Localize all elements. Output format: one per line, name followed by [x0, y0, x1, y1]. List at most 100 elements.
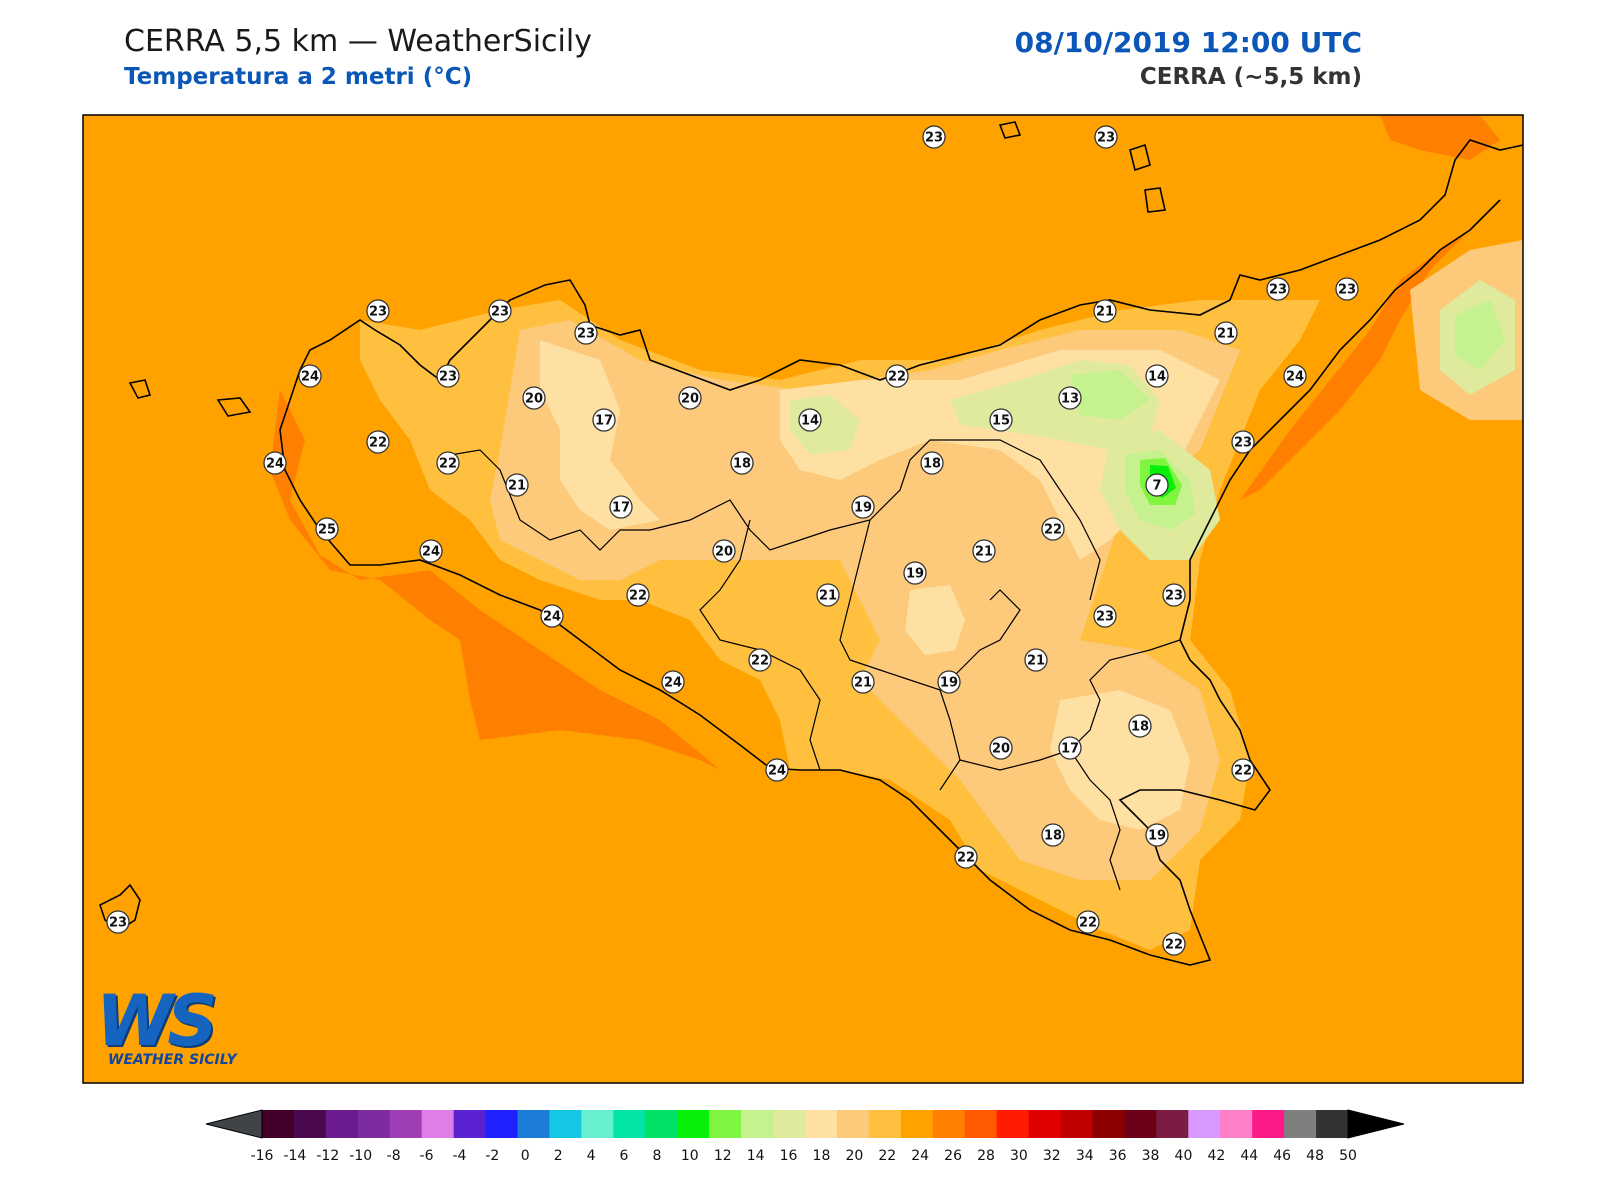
station-marker: 24 [540, 604, 564, 628]
colorbar-tick-label: 30 [1010, 1148, 1028, 1164]
station-value: 20 [715, 545, 733, 560]
station-marker: 21 [1214, 321, 1238, 345]
station-value: 23 [1269, 283, 1287, 298]
station-circle [419, 539, 443, 563]
station-value: 24 [266, 457, 284, 472]
station-circle [954, 845, 978, 869]
station-value: 19 [940, 676, 958, 691]
station-marker: 19 [937, 670, 961, 694]
station-value: 18 [733, 457, 751, 472]
colorbar-cell [325, 1110, 359, 1138]
colorbar-cell [805, 1110, 838, 1138]
station-circle [1283, 364, 1307, 388]
station-marker: 20 [522, 386, 546, 410]
station-marker: 15 [989, 408, 1013, 432]
colorbar-cell [836, 1110, 870, 1138]
chart-title: CERRA 5,5 km — WeatherSicily [124, 24, 592, 59]
colorbar-tick-label: 28 [977, 1148, 995, 1164]
colorbar-cell [1156, 1110, 1189, 1138]
station-value: 20 [525, 392, 543, 407]
station-marker: 22 [954, 845, 978, 869]
colorbar-max-arrow [1347, 1109, 1405, 1139]
colorbar-cell [293, 1110, 327, 1138]
station-circle [903, 561, 927, 585]
colorbar-cell [1188, 1110, 1221, 1138]
station-value: 18 [1131, 720, 1149, 735]
station-value: 23 [1234, 436, 1252, 451]
colorbar-tick-label: 38 [1142, 1148, 1160, 1164]
station-marker: 19 [851, 495, 875, 519]
colorbar-tick-label: 8 [652, 1148, 661, 1164]
colorbar-cell [485, 1110, 519, 1138]
station-marker: 21 [505, 473, 529, 497]
station-marker: 22 [366, 430, 390, 454]
colorbar-cell [677, 1110, 710, 1138]
station-value: 19 [1148, 829, 1166, 844]
colorbar-cell [709, 1110, 742, 1138]
station-circle [851, 495, 875, 519]
colorbar-tick-label: 34 [1076, 1148, 1094, 1164]
station-value: 23 [1165, 589, 1183, 604]
station-circle [1041, 517, 1065, 541]
station-value: 21 [975, 545, 993, 560]
station-circle [972, 539, 996, 563]
station-value: 24 [1286, 370, 1304, 385]
station-circle [678, 386, 702, 410]
station-marker: 24 [298, 364, 322, 388]
station-marker: 22 [436, 451, 460, 475]
station-value: 23 [577, 327, 595, 342]
calabria-green-core [1455, 300, 1505, 370]
logo-letters: WS [96, 980, 218, 1062]
station-circle [522, 386, 546, 410]
station-marker: 18 [920, 451, 944, 475]
colorbar-cell [868, 1110, 902, 1138]
station-value: 22 [751, 654, 769, 669]
station-value: 24 [301, 370, 319, 385]
station-marker: 20 [678, 386, 702, 410]
colorbar-tick-label: 32 [1043, 1148, 1061, 1164]
colorbar-tick-label: 46 [1273, 1148, 1291, 1164]
station-marker: 24 [1283, 364, 1307, 388]
colorbar-tick-label: -2 [485, 1148, 499, 1164]
station-circle [1076, 910, 1100, 934]
warm-band-southwest [270, 390, 720, 770]
station-circle [1266, 277, 1290, 301]
colorbar-tick-label: 36 [1109, 1148, 1127, 1164]
station-marker: 17 [609, 495, 633, 519]
iblei-cool [1050, 690, 1190, 830]
station-marker: 18 [1041, 823, 1065, 847]
colorbar-cell [1220, 1110, 1253, 1138]
station-circle [1024, 648, 1048, 672]
station-marker: 23 [1231, 430, 1255, 454]
station-circle [765, 758, 789, 782]
station-marker: 23 [1162, 583, 1186, 607]
colorbar-cell [581, 1110, 614, 1138]
colorbar-cell [453, 1110, 487, 1138]
station-value: 18 [923, 457, 941, 472]
station-marker: 21 [816, 583, 840, 607]
map-frame [82, 114, 1524, 1084]
colorbar-tick-label: 44 [1240, 1148, 1258, 1164]
station-circle [106, 910, 130, 934]
station-marker: 23 [366, 299, 390, 323]
station-circle [436, 364, 460, 388]
station-circle [922, 125, 946, 149]
colorbar: -16 -14 -12 -10 -8 -6 -4 -2 0 2 4 6 8 10 12 14 16 18 20 22 2… [205, 1109, 1405, 1164]
station-value: 23 [1338, 283, 1356, 298]
colorbar-tick-label: -8 [387, 1148, 401, 1164]
station-value: 21 [1217, 327, 1235, 342]
station-value: 22 [957, 851, 975, 866]
station-marker: 20 [989, 736, 1013, 760]
station-marker: 19 [1145, 823, 1169, 847]
station-value: 22 [439, 457, 457, 472]
station-value: 23 [1097, 131, 1115, 146]
station-value: 13 [1061, 392, 1079, 407]
station-marker: 17 [1058, 736, 1082, 760]
nebrodi-green-core [1070, 370, 1150, 420]
station-circle [609, 495, 633, 519]
station-circle [315, 517, 339, 541]
station-value: 23 [1096, 610, 1114, 625]
station-circle [937, 670, 961, 694]
station-circle [592, 408, 616, 432]
station-value: 21 [819, 589, 837, 604]
